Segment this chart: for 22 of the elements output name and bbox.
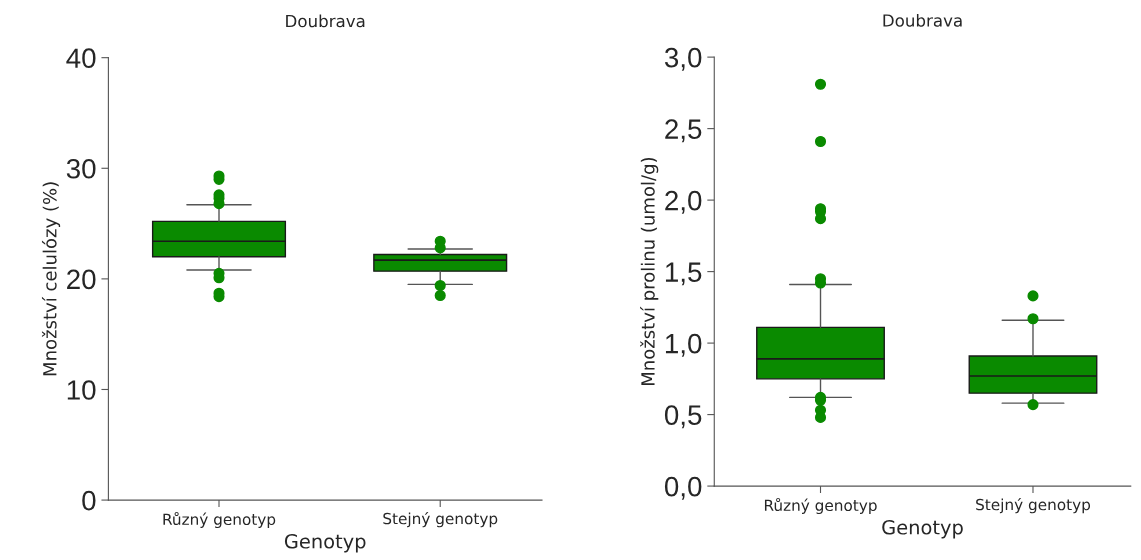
y-tick-label: 20 xyxy=(67,269,96,290)
x-tick-label: Různý genotyp xyxy=(163,511,276,529)
y-tick-label: 0,0 xyxy=(664,476,702,500)
x-axis-title: Genotyp xyxy=(284,533,366,553)
y-tick-label: 40 xyxy=(66,48,96,69)
chart-title: Doubrava xyxy=(883,13,962,27)
y-axis-title: Množství prolinu (umol/g) xyxy=(640,157,659,386)
y-tick-label: 2,5 xyxy=(665,119,702,143)
x-axis-title: Genotyp xyxy=(882,519,963,539)
y-tick-label: 2,0 xyxy=(665,190,702,214)
x-tick-label: Stejný genotyp xyxy=(383,511,498,528)
y-tick-label: 10 xyxy=(67,380,96,400)
y-tick-label: 1,5 xyxy=(665,262,702,286)
y-axis-title: Množství celulózy (%) xyxy=(41,182,61,376)
y-tick-label: 3,0 xyxy=(664,47,702,71)
y-tick-label: 1,0 xyxy=(665,333,702,357)
y-tick-label: 0,5 xyxy=(664,405,702,429)
chart-title: Doubrava xyxy=(286,14,365,28)
y-tick-label: 30 xyxy=(66,158,96,179)
x-tick-label: Stejný genotyp xyxy=(976,497,1091,514)
y-tick-label: 0 xyxy=(82,490,96,511)
x-tick-label: Různý genotyp xyxy=(764,497,877,515)
